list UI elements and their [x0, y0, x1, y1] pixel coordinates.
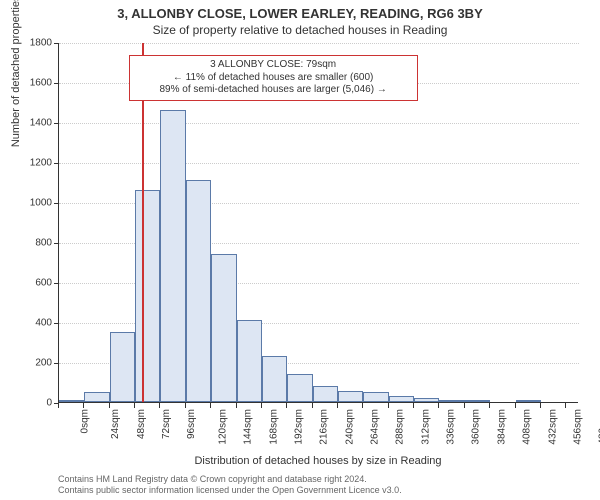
y-tick-label: 1000: [12, 198, 52, 209]
attribution: Contains HM Land Registry data © Crown c…: [58, 474, 578, 496]
x-tick-mark: [236, 403, 237, 408]
histogram-bar: [439, 400, 464, 402]
histogram-bar: [110, 332, 135, 402]
x-tick-label: 336sqm: [446, 409, 457, 445]
y-tick-label: 1600: [12, 78, 52, 89]
x-tick-label: 408sqm: [522, 409, 533, 445]
x-tick-mark: [515, 403, 516, 408]
attribution-line: Contains HM Land Registry data © Crown c…: [58, 474, 578, 485]
y-tick-mark: [54, 363, 59, 364]
y-tick-mark: [54, 283, 59, 284]
chart-subtitle: Size of property relative to detached ho…: [0, 23, 600, 37]
x-tick-label: 72sqm: [161, 409, 172, 439]
histogram-bar: [211, 254, 236, 402]
chart-area: Number of detached properties 3 ALLONBY …: [58, 43, 578, 403]
histogram-bar: [287, 374, 312, 402]
x-tick-label: 264sqm: [370, 409, 381, 445]
x-tick-mark: [109, 403, 110, 408]
x-tick-label: 48sqm: [136, 409, 147, 439]
histogram-bar: [237, 320, 262, 402]
x-tick-label: 312sqm: [420, 409, 431, 445]
y-tick-mark: [54, 323, 59, 324]
x-tick-label: 360sqm: [471, 409, 482, 445]
x-tick-label: 240sqm: [344, 409, 355, 445]
grid-line: [59, 123, 579, 124]
x-tick-label: 432sqm: [547, 409, 558, 445]
y-tick-label: 200: [12, 358, 52, 369]
x-axis-title: Distribution of detached houses by size …: [58, 455, 578, 467]
annotation-line: 3 ALLONBY CLOSE: 79sqm: [136, 59, 411, 72]
x-tick-mark: [337, 403, 338, 408]
y-tick-label: 1800: [12, 38, 52, 49]
attribution-line: Contains public sector information licen…: [58, 485, 578, 496]
y-tick-mark: [54, 163, 59, 164]
y-tick-label: 600: [12, 278, 52, 289]
histogram-bar: [465, 400, 490, 402]
grid-line: [59, 43, 579, 44]
x-tick-label: 288sqm: [395, 409, 406, 445]
x-tick-mark: [565, 403, 566, 408]
histogram-bar: [313, 386, 338, 402]
x-tick-mark: [362, 403, 363, 408]
histogram-bar: [262, 356, 287, 402]
x-tick-mark: [438, 403, 439, 408]
x-tick-mark: [464, 403, 465, 408]
y-tick-label: 400: [12, 318, 52, 329]
histogram-bar: [135, 190, 160, 402]
histogram-bar: [84, 392, 109, 402]
x-tick-label: 456sqm: [573, 409, 584, 445]
x-tick-mark: [134, 403, 135, 408]
chart-title: 3, ALLONBY CLOSE, LOWER EARLEY, READING,…: [0, 6, 600, 21]
y-tick-mark: [54, 83, 59, 84]
x-tick-label: 144sqm: [243, 409, 254, 445]
y-tick-label: 800: [12, 238, 52, 249]
histogram-bar: [516, 400, 541, 402]
x-tick-mark: [413, 403, 414, 408]
x-tick-mark: [159, 403, 160, 408]
annotation-box: 3 ALLONBY CLOSE: 79sqm← 11% of detached …: [129, 55, 418, 101]
annotation-line: ← 11% of detached houses are smaller (60…: [136, 72, 411, 85]
x-tick-mark: [185, 403, 186, 408]
x-tick-mark: [388, 403, 389, 408]
x-tick-mark: [261, 403, 262, 408]
plot-area: 3 ALLONBY CLOSE: 79sqm← 11% of detached …: [58, 43, 578, 403]
histogram-bar: [186, 180, 211, 402]
histogram-bar: [59, 400, 84, 402]
y-tick-mark: [54, 243, 59, 244]
x-tick-mark: [83, 403, 84, 408]
y-tick-mark: [54, 203, 59, 204]
x-tick-mark: [489, 403, 490, 408]
y-tick-mark: [54, 43, 59, 44]
histogram-bar: [338, 391, 363, 402]
y-tick-label: 0: [12, 398, 52, 409]
histogram-bar: [363, 392, 388, 402]
x-tick-mark: [210, 403, 211, 408]
x-tick-mark: [312, 403, 313, 408]
grid-line: [59, 163, 579, 164]
x-tick-mark: [540, 403, 541, 408]
x-tick-label: 384sqm: [496, 409, 507, 445]
x-tick-mark: [58, 403, 59, 408]
annotation-line: 89% of semi-detached houses are larger (…: [136, 84, 411, 97]
y-tick-mark: [54, 123, 59, 124]
x-tick-label: 96sqm: [186, 409, 197, 439]
x-tick-label: 24sqm: [110, 409, 121, 439]
histogram-bar: [389, 396, 414, 402]
x-tick-label: 216sqm: [319, 409, 330, 445]
x-tick-label: 120sqm: [217, 409, 228, 445]
histogram-bar: [160, 110, 185, 402]
x-tick-mark: [286, 403, 287, 408]
y-tick-label: 1400: [12, 118, 52, 129]
y-tick-label: 1200: [12, 158, 52, 169]
x-tick-label: 168sqm: [268, 409, 279, 445]
histogram-bar: [414, 398, 439, 402]
x-tick-label: 192sqm: [294, 409, 305, 445]
x-tick-label: 0sqm: [79, 409, 90, 433]
